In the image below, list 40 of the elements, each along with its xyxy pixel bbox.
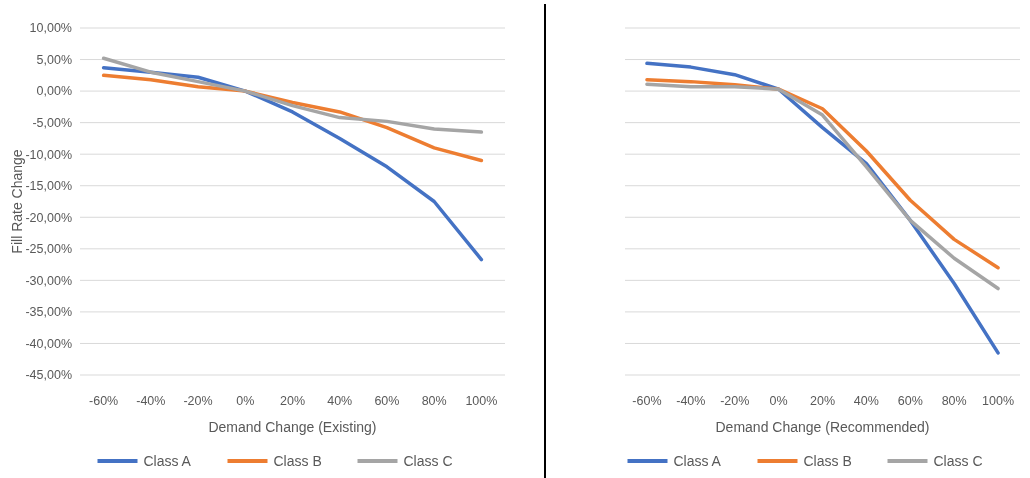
x-tick-label: 20% (279, 394, 306, 408)
legend-label: Class C (933, 452, 983, 469)
x-axis-title: Demand Change (Recommended) (715, 419, 930, 435)
y-tick-label: 5,00% (36, 52, 72, 67)
y-tick-label: -5,00% (32, 116, 72, 131)
y-tick-label: -35,00% (25, 305, 72, 320)
y-axis-title: Fill Rate Change (9, 149, 25, 254)
x-tick-label: 60% (897, 394, 923, 408)
y-tick-label: -45,00% (25, 368, 72, 383)
x-tick-label: 100% (465, 394, 498, 408)
x-tick-label: 40% (853, 394, 879, 408)
x-tick-label: 80% (421, 394, 447, 408)
y-tick-label: 0,00% (36, 84, 72, 99)
y-tick-label: -40,00% (25, 336, 72, 351)
y-tick-label: -10,00% (25, 147, 72, 162)
y-tick-label: -30,00% (25, 273, 72, 288)
x-axis-title: Demand Change (Existing) (208, 419, 377, 435)
x-tick-label: -60% (89, 394, 119, 408)
y-tick-label: 10,00% (29, 21, 72, 36)
x-tick-label: -40% (676, 394, 706, 408)
x-tick-label: 80% (941, 394, 967, 408)
x-tick-label: 20% (809, 394, 836, 408)
legend-label: Class A (143, 452, 192, 469)
x-tick-label: -20% (183, 394, 213, 408)
x-tick-label: 60% (374, 394, 400, 408)
legend-label: Class C (403, 452, 453, 469)
x-tick-label: 0% (236, 394, 255, 408)
y-tick-label: -25,00% (25, 242, 72, 257)
x-tick-label: 40% (327, 394, 353, 408)
x-tick-label: -20% (720, 394, 750, 408)
y-tick-label: -15,00% (25, 179, 72, 194)
line-series (101, 56, 484, 134)
x-tick-label: 0% (769, 394, 788, 408)
y-tick-label: -20,00% (25, 210, 72, 225)
x-tick-label: -60% (632, 394, 662, 408)
legend-label: Class A (673, 452, 722, 469)
x-tick-label: 100% (982, 394, 1015, 408)
legend-label: Class B (273, 452, 322, 469)
x-tick-label: -40% (136, 394, 166, 408)
legend-label: Class B (803, 452, 852, 469)
